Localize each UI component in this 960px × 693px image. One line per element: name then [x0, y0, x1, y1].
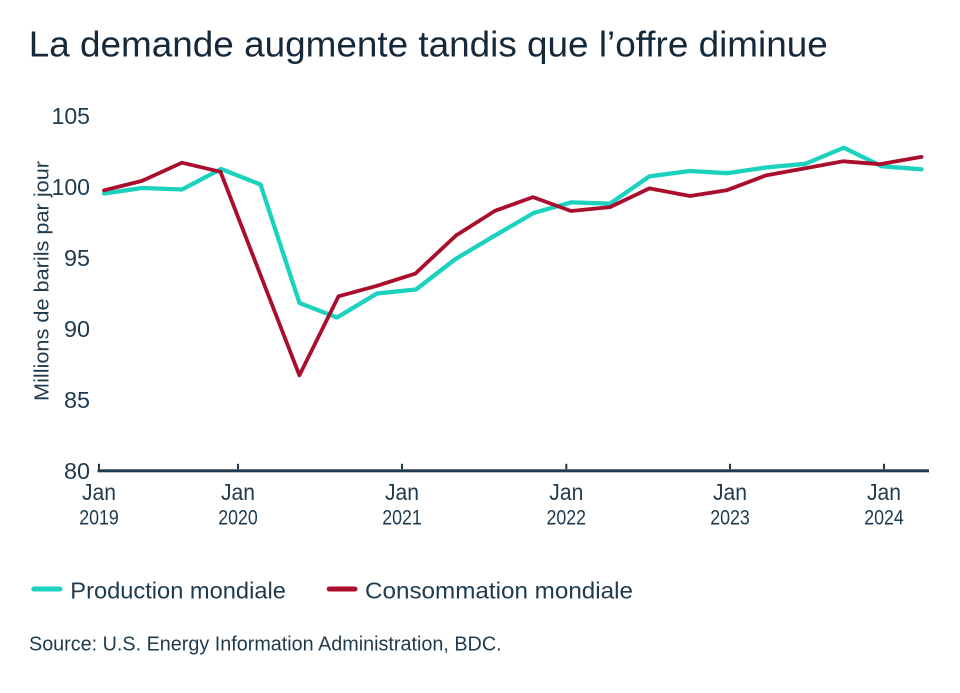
svg-text:85: 85: [64, 387, 90, 413]
svg-text:Jan: Jan: [713, 479, 747, 505]
svg-text:2022: 2022: [547, 507, 587, 530]
svg-text:80: 80: [64, 458, 90, 484]
svg-text:2019: 2019: [79, 507, 119, 530]
svg-text:2023: 2023: [710, 507, 750, 530]
svg-text:90: 90: [64, 316, 90, 342]
svg-text:Jan: Jan: [221, 479, 255, 505]
svg-text:Millions de barils par jour: Millions de barils par jour: [32, 161, 54, 401]
svg-text:Jan: Jan: [867, 479, 901, 505]
svg-text:95: 95: [64, 245, 90, 271]
svg-text:Source: U.S. Energy Informatio: Source: U.S. Energy Information Administ…: [29, 633, 502, 655]
svg-text:100: 100: [52, 174, 91, 200]
svg-text:2020: 2020: [218, 507, 258, 530]
svg-text:Jan: Jan: [549, 479, 583, 505]
svg-text:Jan: Jan: [82, 479, 116, 505]
svg-text:2024: 2024: [864, 507, 904, 530]
svg-text:Production mondiale: Production mondiale: [70, 578, 286, 604]
svg-text:2021: 2021: [382, 507, 422, 530]
svg-text:La demande augmente tandis que: La demande augmente tandis que l’offre d…: [29, 24, 828, 65]
svg-text:Jan: Jan: [385, 479, 419, 505]
svg-text:105: 105: [52, 103, 91, 129]
svg-text:Consommation mondiale: Consommation mondiale: [365, 578, 633, 604]
